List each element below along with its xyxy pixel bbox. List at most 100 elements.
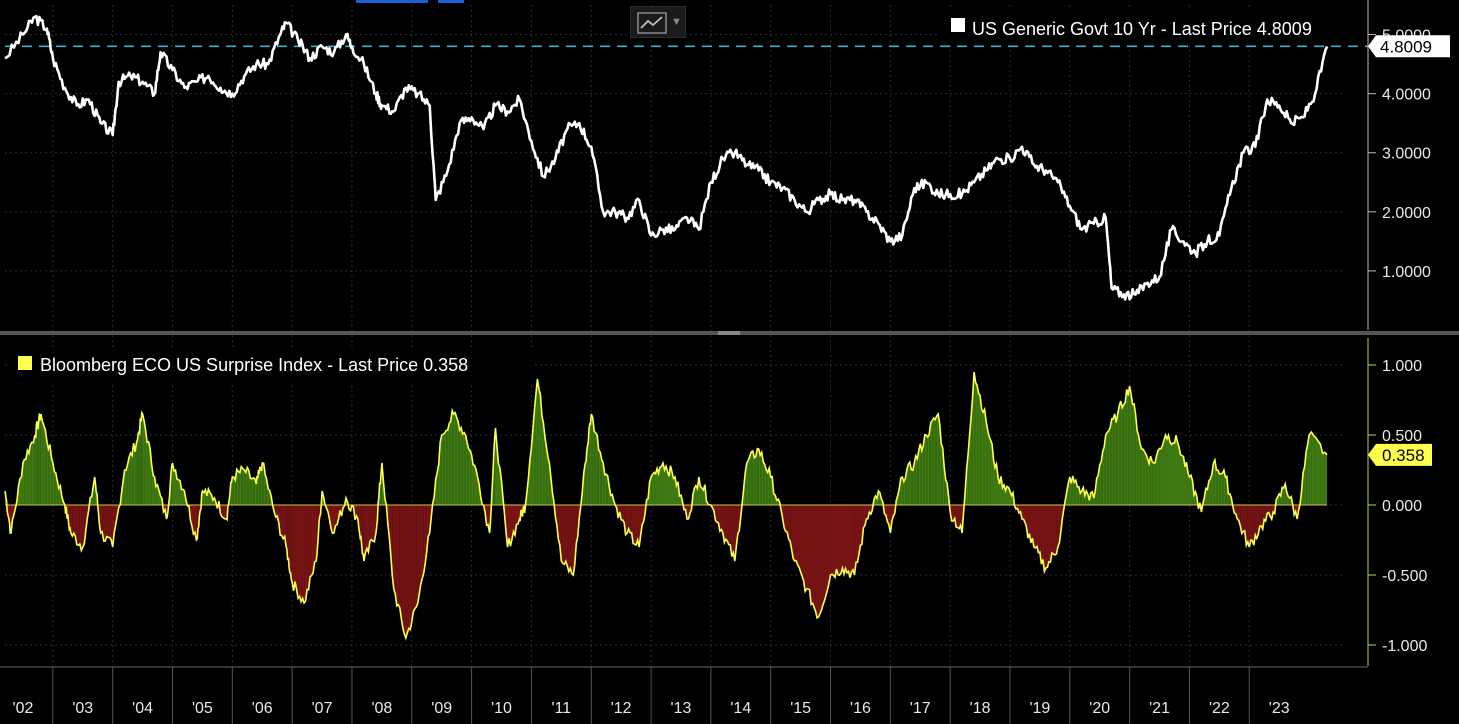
positive-area-segment (767, 468, 770, 505)
positive-area-segment (673, 477, 675, 505)
positive-area-segment (986, 421, 988, 505)
negative-area-segment (105, 505, 107, 542)
negative-area-segment (848, 505, 850, 578)
negative-area-segment (1255, 505, 1257, 539)
top-tab-indicator-2 (438, 0, 464, 3)
positive-area-segment (1101, 451, 1103, 505)
positive-area-segment (147, 441, 149, 505)
positive-area-segment (587, 441, 589, 505)
negative-area-segment (1256, 505, 1259, 539)
positive-area-segment (754, 456, 756, 505)
x-tick-label: '02 (13, 700, 34, 717)
negative-area-segment (369, 505, 372, 542)
positive-area-segment (129, 453, 131, 505)
positive-area-segment (449, 421, 451, 505)
positive-area-segment (935, 416, 937, 505)
bottom-last-price-tag: 0.358 (1368, 443, 1432, 466)
positive-area-segment (757, 448, 759, 505)
negative-area-segment (310, 505, 312, 577)
negative-area-segment (621, 505, 623, 520)
negative-area-segment (411, 505, 414, 622)
negative-area-segment (784, 505, 786, 532)
positive-area-segment (1170, 442, 1172, 505)
negative-area-segment (1021, 505, 1024, 520)
negative-area-segment (1051, 505, 1054, 554)
positive-area-segment (1222, 470, 1224, 505)
negative-area-segment (567, 505, 569, 572)
negative-area-segment (1033, 505, 1036, 548)
x-tick-label: '18 (970, 700, 991, 717)
positive-area-segment (443, 432, 445, 505)
positive-area-segment (52, 463, 55, 505)
positive-area-segment (1167, 435, 1169, 505)
bottom-tag-shape (1368, 443, 1432, 466)
positive-area-segment (247, 467, 249, 505)
negative-area-segment (422, 505, 424, 579)
negative-area-segment (799, 505, 801, 572)
negative-area-segment (405, 505, 408, 638)
bottom-legend[interactable]: Bloomberg ECO US Surprise Index - Last P… (10, 348, 532, 382)
positive-area-segment (1225, 476, 1227, 505)
negative-area-segment (814, 505, 816, 612)
positive-area-segment (987, 429, 990, 505)
chevron-down-icon: ▼ (671, 16, 682, 28)
negative-area-segment (833, 505, 836, 578)
positive-area-segment (142, 414, 145, 505)
negative-area-segment (486, 505, 489, 526)
negative-area-segment (857, 505, 859, 563)
negative-area-segment (636, 505, 638, 545)
positive-area-segment (148, 441, 151, 505)
positive-area-segment (1318, 441, 1321, 505)
positive-area-segment (1104, 435, 1106, 505)
top-y-tick-label: 4.0000 (1382, 87, 1431, 104)
positive-area-segment (1143, 449, 1145, 505)
positive-area-segment (257, 469, 259, 505)
positive-area-segment (1111, 418, 1114, 505)
positive-area-segment (1178, 447, 1181, 505)
positive-area-segment (231, 477, 233, 505)
positive-area-segment (989, 436, 991, 505)
positive-area-segment (1129, 386, 1132, 505)
negative-area-segment (812, 505, 815, 608)
positive-area-segment (1217, 470, 1220, 505)
positive-area-segment (1187, 472, 1190, 505)
positive-area-segment (1113, 413, 1115, 505)
positive-area-segment (902, 477, 904, 505)
positive-area-segment (654, 472, 656, 505)
x-tick-label: '12 (611, 700, 632, 717)
positive-area-segment (49, 444, 52, 505)
positive-area-segment (437, 464, 439, 505)
negative-area-segment (630, 505, 632, 533)
positive-area-segment (921, 445, 924, 505)
negative-area-segment (103, 505, 106, 542)
positive-area-segment (591, 414, 593, 505)
positive-area-segment (661, 463, 664, 505)
negative-area-segment (286, 505, 287, 550)
negative-area-segment (1027, 505, 1030, 539)
positive-area-segment (746, 460, 749, 505)
x-tick-label: '14 (730, 700, 751, 717)
positive-area-segment (133, 443, 136, 505)
positive-area-segment (694, 485, 696, 505)
x-tick-label: '21 (1149, 700, 1170, 717)
x-tick-label: '20 (1089, 700, 1110, 717)
chart-type-button[interactable]: ▼ (630, 6, 686, 38)
positive-area-segment (1135, 414, 1138, 505)
top-legend[interactable]: US Generic Govt 10 Yr - Last Price 4.800… (937, 8, 1367, 44)
negative-area-segment (1038, 505, 1040, 553)
negative-area-segment (299, 505, 302, 602)
negative-area-segment (829, 505, 831, 584)
negative-area-segment (866, 505, 868, 519)
negative-area-segment (224, 505, 227, 519)
positive-area-segment (592, 417, 595, 505)
positive-area-segment (938, 414, 940, 505)
positive-area-segment (132, 443, 134, 505)
positive-area-segment (1282, 487, 1284, 505)
positive-area-segment (1096, 475, 1099, 505)
positive-area-segment (995, 464, 997, 505)
positive-area-segment (474, 465, 477, 505)
positive-area-segment (1077, 486, 1079, 505)
negative-area-segment (625, 505, 628, 535)
positive-area-segment (261, 463, 263, 505)
